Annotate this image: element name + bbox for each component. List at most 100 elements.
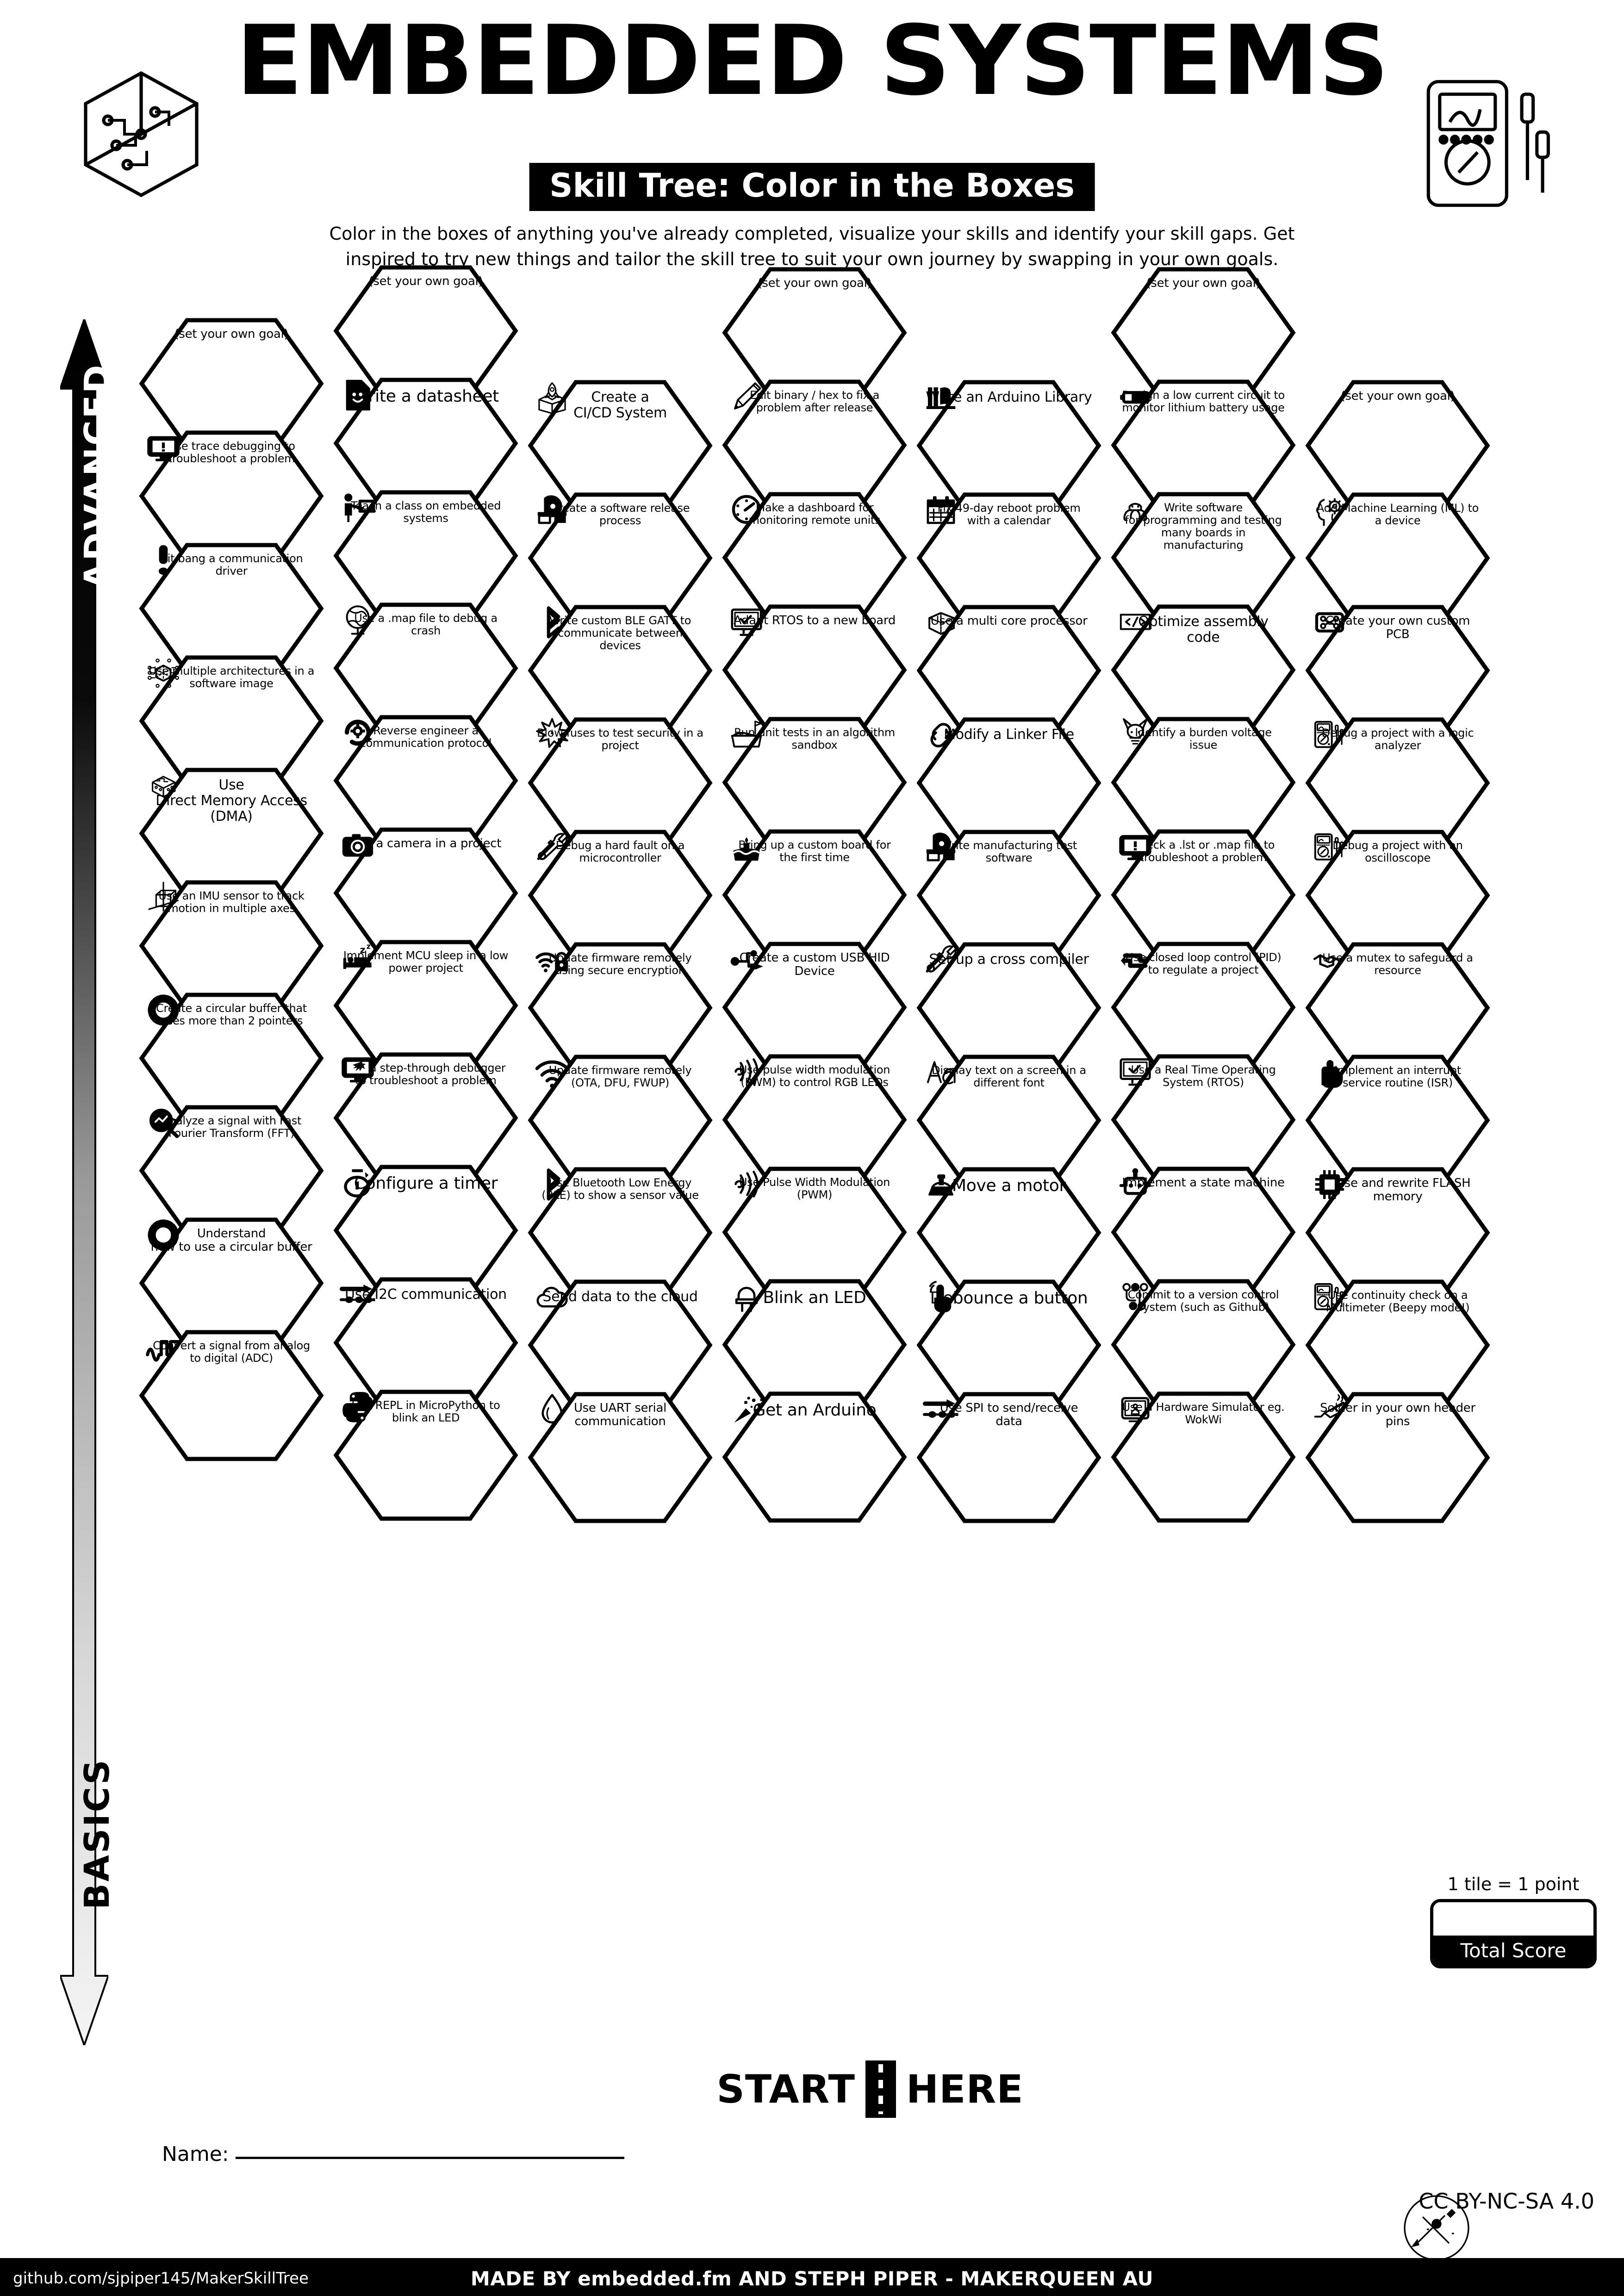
road-icon (865, 2060, 896, 2118)
skill-tile[interactable]: Get an Arduino (722, 1391, 907, 1523)
skill-tile-label: Use Pulse Width Modulation (PWM) (739, 1176, 890, 1202)
skill-tile[interactable]: Configure a timer (333, 1164, 518, 1297)
skill-tile-label: Edit binary / hex to fix a problem after… (749, 389, 880, 415)
license-text: CC BY-NC-SA 4.0 (1419, 2189, 1594, 2214)
skill-tile[interactable]: Solder in your own header pins (1305, 1391, 1490, 1524)
skill-tile[interactable]: Create a software release process (528, 492, 713, 624)
skill-tile-label: Bit bang a communication driver (160, 552, 303, 578)
skill-tile[interactable]: Write custom BLE GATT to communicate bet… (528, 604, 713, 737)
skill-tile[interactable]: Blink an LED (722, 1278, 907, 1411)
name-field[interactable]: Name: (162, 2142, 624, 2166)
skill-tile[interactable]: Debounce a button (916, 1279, 1101, 1411)
skill-tile[interactable]: Debug a project with an oscilloscope (1305, 829, 1490, 962)
skill-tile[interactable]: Use Pulse Width Modulation (PWM) (722, 1166, 907, 1298)
skill-tile-label: Convert a signal from analog to digital … (153, 1339, 310, 1365)
skill-tile-label: Use SPI to send/receive data (940, 1401, 1078, 1429)
skill-tile[interactable]: Erase and rewrite FLASH memory (1305, 1167, 1490, 1299)
skill-tile[interactable]: Use closed loop control (PID) to regulat… (1111, 941, 1296, 1074)
skill-tile-label: Write software for programming and testin… (1125, 501, 1282, 552)
total-score-box[interactable]: Total Score (1430, 1899, 1597, 1968)
skill-tile[interactable]: Use multiple architectures in a software… (139, 655, 324, 787)
skill-tile[interactable]: Bring up a custom board for the first ti… (722, 829, 907, 961)
skill-tile[interactable]: Use a multi core processor (916, 604, 1101, 737)
skill-tile-label: Write manufacturing test software (941, 839, 1077, 865)
skill-tile[interactable]: (set your own goal) (1305, 379, 1490, 512)
skill-tile[interactable]: Set up a cross compiler (916, 942, 1101, 1074)
skill-tile[interactable]: Write manufacturing test software (916, 829, 1101, 962)
skill-tile[interactable]: Fix 49-day reboot problem with a calenda… (916, 492, 1101, 624)
skill-tile[interactable]: Write an Arduino Library (916, 379, 1101, 512)
skill-tile[interactable]: Use Direct Memory Access (DMA) (139, 767, 324, 900)
svg-text:z: z (367, 942, 371, 950)
footer-repo-link[interactable]: github.com/sjpiper145/MakerSkillTree (13, 2269, 309, 2288)
skill-tile-label: Fix 49-day reboot problem with a calenda… (937, 502, 1081, 527)
skill-tile[interactable]: Identify a burden voltage issue (1111, 716, 1296, 849)
skill-tile-label: Add Machine Learning (ML) to a device (1316, 502, 1479, 527)
skill-tile[interactable]: Write software for programming and testin… (1111, 491, 1296, 624)
skill-tile-label: Understand how to use a circular buffer (150, 1227, 312, 1254)
svg-text:z: z (360, 944, 366, 956)
skill-tile[interactable]: Use I2C communication (333, 1277, 518, 1409)
skill-tile-label: Create a circular buffer that uses more … (156, 1002, 307, 1028)
skill-tile-label: Use a .map file to debug a crash (354, 612, 498, 638)
skill-tile-label: (set your own goal) (368, 274, 483, 288)
name-write-line[interactable] (235, 2157, 624, 2159)
skill-tile[interactable]: Use Bluetooth Low Energy (BLE) to show a… (528, 1167, 713, 1299)
skill-tile[interactable]: Understand how to use a circular buffer (139, 1217, 324, 1349)
skill-tile[interactable]: Use an IMU sensor to track motion in mul… (139, 880, 324, 1012)
skill-tile[interactable]: Send data to the cloud (528, 1279, 713, 1411)
skill-tile-label: (set your own goal) (757, 276, 872, 290)
skill-tile[interactable]: Reverse engineer a communication protoco… (333, 714, 518, 847)
skill-tile-label: Update firmware remotely (OTA, DFU, FWUP… (548, 1064, 692, 1090)
skill-tile[interactable]: Use a step-through debugger to troublesh… (333, 1052, 518, 1184)
skill-tile[interactable]: Use a Hardware Simulator eg. WokWi (1111, 1391, 1296, 1523)
skill-tile-label: Send data to the cloud (542, 1289, 698, 1305)
page-header: EMBEDDED SYSTEMS Skill Tree: Color in th… (0, 0, 1624, 305)
skill-tile[interactable]: Implement a state machine (1111, 1166, 1296, 1298)
maker-badge-icon (1402, 2193, 1471, 2263)
skill-tile[interactable]: Debug a hard fault on a microcontroller (528, 829, 713, 962)
skill-tile[interactable]: Use a Real Time Operating System (RTOS) (1111, 1054, 1296, 1186)
skill-tile[interactable]: Use UART serial communication (528, 1391, 713, 1524)
start-label: START (716, 2066, 855, 2112)
skill-tile-label: Debounce a button (930, 1289, 1088, 1308)
skill-tile[interactable]: Run unit tests in an algorithm sandbox (722, 716, 907, 849)
skill-tile[interactable]: (set your own goal) (333, 265, 518, 397)
skill-tile[interactable]: Teach a class on embedded systems (333, 490, 518, 622)
skill-tile-label: Create your own custom PCB (1325, 614, 1470, 642)
skill-tile-label: Use multiple architectures in a software… (148, 664, 315, 690)
skill-tile[interactable]: Update firmware remotely using secure en… (528, 942, 713, 1074)
skill-tile[interactable]: Implement an interrupt service routine (… (1305, 1054, 1490, 1186)
skill-tile-label: Write custom BLE GATT to communicate bet… (549, 614, 691, 652)
skill-tile[interactable]: Analyze a signal with Fast Fourier Trans… (139, 1105, 324, 1237)
skill-tile[interactable]: Check a .lst or .map file to troubleshoo… (1111, 829, 1296, 961)
skill-tile[interactable]: Create your own custom PCB (1305, 604, 1490, 737)
difficulty-axis: ADVANCED BASICS (43, 319, 126, 2045)
skill-tile-label: Create a software release process (550, 502, 690, 527)
page-description: Color in the boxes of anything you've al… (329, 223, 1295, 270)
skill-tile[interactable]: Use SPI to send/receive data (916, 1391, 1101, 1524)
skill-tile[interactable]: Display text on a screen in a different … (916, 1054, 1101, 1186)
skill-tile[interactable]: Convert a signal from analog to digital … (139, 1329, 324, 1462)
skill-tile[interactable]: Use a mutex to safeguard a resource (1305, 942, 1490, 1074)
skill-tile[interactable]: Create a custom USB HID Device (722, 941, 907, 1074)
score-entry-area[interactable] (1433, 1902, 1593, 1936)
skill-tile-label: (set your own goal) (1146, 276, 1261, 290)
skill-tile-label: Teach a class on embedded systems (350, 499, 501, 525)
skill-tile-label: Debug a project with a logic analyzer (1321, 726, 1474, 752)
skill-tile[interactable]: Use REPL in MicroPython to blink an LED (333, 1389, 518, 1521)
skill-tile-label: Use a camera in a project (350, 837, 502, 850)
page-title: EMBEDDED SYSTEMS (236, 5, 1389, 117)
skill-tile-label: Make a dashboard for monitoring remote u… (748, 501, 881, 527)
skill-tile[interactable]: Modify a Linker File (916, 717, 1101, 849)
skill-tile[interactable]: Bit bang a communication driver (139, 542, 324, 675)
skill-tile[interactable]: Use continuity check on a Multimeter (Be… (1305, 1279, 1490, 1411)
skill-tile[interactable]: Create a circular buffer that uses more … (139, 992, 324, 1124)
skill-tile[interactable]: Use a .map file to debug a crash (333, 602, 518, 734)
skill-tile-label: Debug a hard fault on a microcontroller (555, 839, 685, 865)
score-panel: 1 tile = 1 point Total Score (1430, 1874, 1597, 1968)
multimeter-logo (1416, 74, 1555, 215)
skill-tile[interactable]: Create a CI/CD System (528, 379, 713, 512)
skill-tile[interactable]: Write a datasheet (333, 377, 518, 509)
